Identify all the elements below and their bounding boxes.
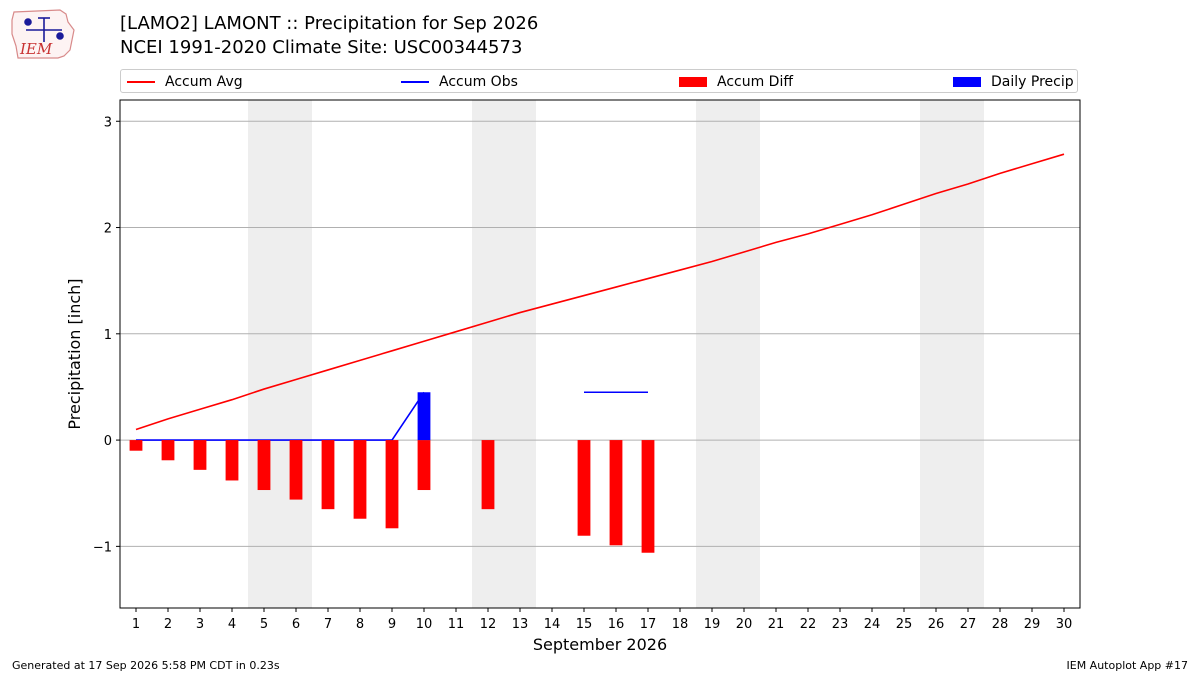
y-tick-label-1: 0 xyxy=(104,434,112,449)
x-tick-label-13: 13 xyxy=(512,617,529,632)
x-tick-label-25: 25 xyxy=(896,617,913,632)
x-tick-label-26: 26 xyxy=(928,617,945,632)
bar-accum-diff-10 xyxy=(417,440,431,491)
x-tick-label-18: 18 xyxy=(672,617,689,632)
weekend-band-4 xyxy=(920,100,984,608)
plot-frame xyxy=(119,99,1081,609)
legend-label-accum-avg: Accum Avg xyxy=(165,74,243,90)
x-tick-label-12: 12 xyxy=(480,617,497,632)
x-tick-label-4: 4 xyxy=(228,617,236,632)
legend: Accum Avg Accum Obs Accum Diff Daily Pre… xyxy=(120,69,1078,93)
y-tick-label-0: −1 xyxy=(93,540,112,555)
x-tick-label-22: 22 xyxy=(800,617,817,632)
weekend-band-1 xyxy=(248,100,312,608)
x-tick-label-29: 29 xyxy=(1024,617,1041,632)
x-tick-label-8: 8 xyxy=(356,617,364,632)
chart-subtitle: NCEI 1991-2020 Climate Site: USC00344573 xyxy=(120,37,523,58)
x-tick-label-23: 23 xyxy=(832,617,849,632)
legend-swatch-accum-avg xyxy=(127,81,155,83)
legend-swatch-accum-obs xyxy=(401,81,429,83)
legend-item-daily-precip: Daily Precip xyxy=(953,73,1074,91)
y-tick-label-3: 2 xyxy=(104,222,112,237)
bar-accum-diff-6 xyxy=(289,440,303,500)
bar-daily-precip-10 xyxy=(417,392,431,441)
bar-accum-diff-17 xyxy=(641,440,655,553)
x-tick-label-21: 21 xyxy=(768,617,785,632)
bar-accum-diff-3 xyxy=(193,440,207,470)
bar-accum-diff-16 xyxy=(609,440,623,546)
y-tick-label-4: 3 xyxy=(104,115,112,130)
weekend-band-3 xyxy=(696,100,760,608)
legend-label-accum-diff: Accum Diff xyxy=(717,74,794,90)
line-accum-obs-segment-1 xyxy=(136,391,425,441)
legend-label-daily-precip: Daily Precip xyxy=(991,74,1074,90)
bar-accum-diff-4 xyxy=(225,440,239,481)
x-tick-label-19: 19 xyxy=(704,617,721,632)
footer-generated: Generated at 17 Sep 2026 5:58 PM CDT in … xyxy=(12,659,280,672)
x-tick-label-17: 17 xyxy=(640,617,657,632)
legend-label-accum-obs: Accum Obs xyxy=(439,74,518,90)
y-axis-label: Precipitation [inch] xyxy=(65,278,84,429)
x-tick-label-16: 16 xyxy=(608,617,625,632)
x-tick-label-28: 28 xyxy=(992,617,1009,632)
chart-title: [LAMO2] LAMONT :: Precipitation for Sep … xyxy=(120,13,539,34)
x-tick-label-30: 30 xyxy=(1056,617,1073,632)
bar-accum-diff-7 xyxy=(321,440,335,510)
bar-accum-diff-2 xyxy=(161,440,175,461)
weekend-band-2 xyxy=(472,100,536,608)
x-axis-label: September 2026 xyxy=(533,635,667,654)
x-tick-label-24: 24 xyxy=(864,617,881,632)
legend-swatch-daily-precip xyxy=(953,77,981,87)
x-tick-label-9: 9 xyxy=(388,617,396,632)
bar-accum-diff-1 xyxy=(129,440,143,451)
legend-item-accum-obs: Accum Obs xyxy=(401,73,518,91)
bar-accum-diff-5 xyxy=(257,440,271,491)
legend-item-accum-avg: Accum Avg xyxy=(127,73,243,91)
x-tick-label-7: 7 xyxy=(324,617,332,632)
bar-accum-diff-12 xyxy=(481,440,495,510)
legend-swatch-accum-diff xyxy=(679,77,707,87)
bar-accum-diff-15 xyxy=(577,440,591,536)
weather-station-icon xyxy=(24,17,64,42)
logo-text: IEM xyxy=(19,40,53,58)
x-tick-label-20: 20 xyxy=(736,617,753,632)
x-tick-label-6: 6 xyxy=(292,617,300,632)
bar-accum-diff-8 xyxy=(353,440,367,519)
line-accum-avg xyxy=(135,153,1065,431)
x-tick-label-1: 1 xyxy=(132,617,140,632)
legend-item-accum-diff: Accum Diff xyxy=(679,73,793,91)
x-tick-label-2: 2 xyxy=(164,617,172,632)
x-tick-label-10: 10 xyxy=(416,617,433,632)
x-tick-label-11: 11 xyxy=(448,617,465,632)
y-tick-label-2: 1 xyxy=(104,328,112,343)
x-tick-label-3: 3 xyxy=(196,617,204,632)
x-tick-label-14: 14 xyxy=(544,617,561,632)
bar-accum-diff-9 xyxy=(385,440,399,529)
x-tick-label-15: 15 xyxy=(576,617,593,632)
x-tick-label-5: 5 xyxy=(260,617,268,632)
iem-logo: IEM xyxy=(11,9,75,59)
x-tick-label-27: 27 xyxy=(960,617,977,632)
footer-app: IEM Autoplot App #17 xyxy=(1066,659,1189,672)
